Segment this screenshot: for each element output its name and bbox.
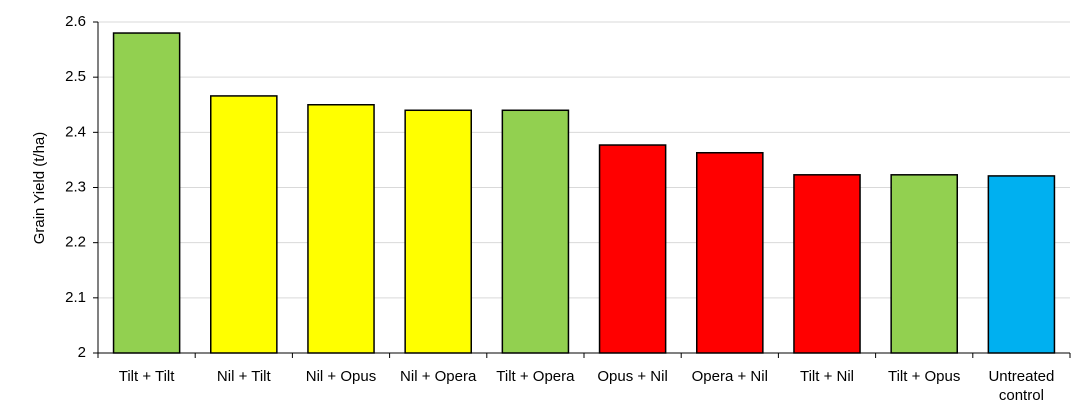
y-tick-label: 2.1 <box>65 289 86 306</box>
y-tick-label: 2.4 <box>65 123 86 140</box>
x-tick-label: Nil + Opus <box>305 368 377 385</box>
x-tick-label: Nil + Tilt <box>216 368 271 385</box>
x-tick-label: Untreated control <box>988 368 1055 404</box>
bar <box>890 174 958 354</box>
y-axis-title: Grain Yield (t/ha) <box>31 132 48 245</box>
x-tick-label: Tilt + Opera <box>496 368 575 385</box>
y-tick-label: 2.3 <box>65 178 86 195</box>
bar <box>210 95 278 354</box>
bar <box>793 174 861 354</box>
y-tick-label: 2 <box>78 344 86 361</box>
x-tick-label: Nil + Opera <box>400 368 477 385</box>
bar <box>112 32 181 354</box>
bar <box>598 144 667 354</box>
x-tick-label: Opera + Nil <box>691 368 768 385</box>
x-tick-label: Opus + Nil <box>597 368 668 385</box>
y-tick-label: 2.6 <box>65 13 86 30</box>
bar <box>404 109 472 354</box>
bar <box>307 104 375 354</box>
bar <box>696 151 764 354</box>
x-tick-label: Tilt + Tilt <box>118 368 175 385</box>
x-tick-label: Tilt + Opus <box>887 368 961 385</box>
y-tick-label: 2.5 <box>65 68 86 85</box>
bar <box>501 109 570 354</box>
bar <box>987 175 1056 354</box>
y-tick-label: 2.2 <box>65 234 86 251</box>
x-tick-label: Tilt + Nil <box>799 368 855 385</box>
